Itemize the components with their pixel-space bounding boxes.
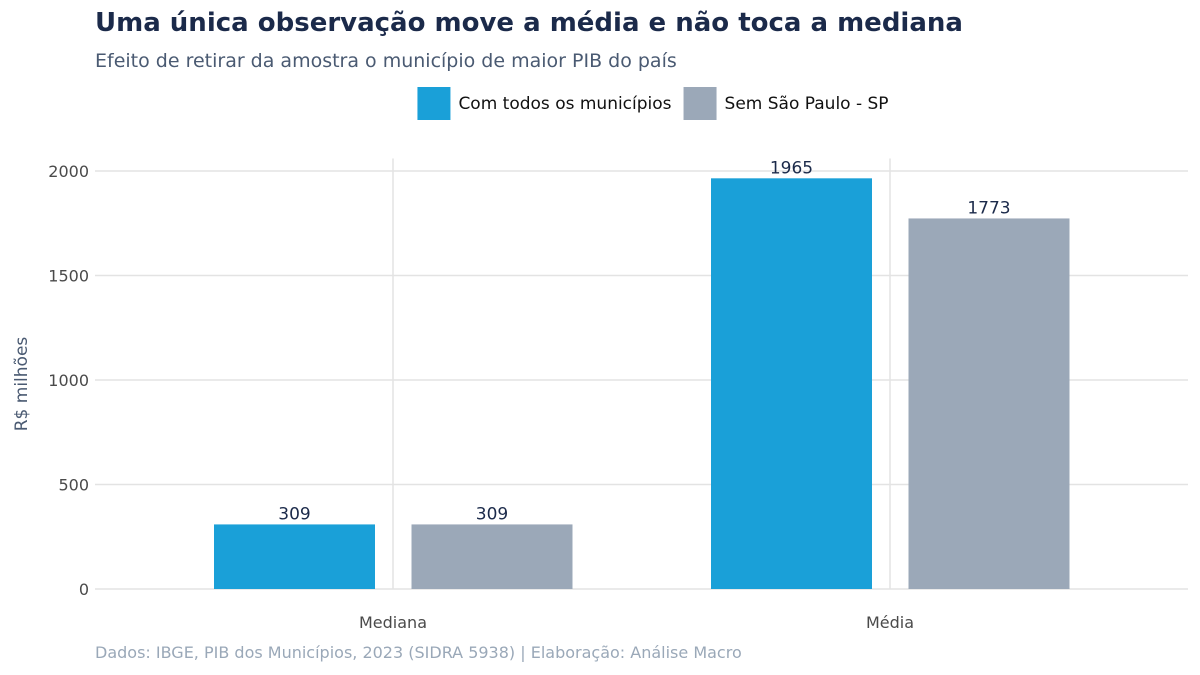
legend-item: Sem São Paulo - SP: [683, 87, 889, 120]
legend: Com todos os municípios Sem São Paulo - S…: [417, 87, 889, 120]
bars: [214, 178, 1070, 589]
x-axis-ticks: Mediana Média: [359, 613, 914, 632]
chart-title: Uma única observação move a média e não …: [95, 8, 963, 38]
legend-swatch: [683, 87, 717, 120]
y-tick-label: 1000: [48, 371, 89, 390]
x-tick-label: Média: [866, 613, 914, 632]
y-tick-label: 500: [58, 476, 89, 495]
y-axis-ticks: 0 500 1000 1500 2000: [48, 162, 89, 599]
legend-label: Com todos os municípios: [458, 94, 671, 114]
legend-swatch: [417, 87, 451, 120]
y-tick-label: 0: [79, 580, 89, 599]
bar-value-label: 309: [476, 504, 508, 524]
bar: [411, 524, 573, 589]
legend-item: Com todos os municípios: [417, 87, 672, 120]
x-tick-label: Mediana: [359, 613, 427, 632]
y-tick-label: 2000: [48, 162, 89, 181]
bar-value-label: 1773: [967, 198, 1010, 218]
bar-value-label: 1965: [770, 158, 813, 178]
bar: [908, 218, 1070, 589]
bar: [711, 178, 872, 589]
chart-caption: Dados: IBGE, PIB dos Municípios, 2023 (S…: [95, 643, 742, 662]
legend-label: Sem São Paulo - SP: [725, 94, 889, 114]
data-labels: 309 309 1965 1773: [278, 158, 1010, 524]
y-tick-label: 1500: [48, 267, 89, 286]
bar-value-label: 309: [278, 504, 310, 524]
chart-subtitle: Efeito de retirar da amostra o município…: [95, 50, 677, 72]
bar: [214, 524, 375, 589]
y-axis-title: R$ milhões: [12, 337, 32, 432]
